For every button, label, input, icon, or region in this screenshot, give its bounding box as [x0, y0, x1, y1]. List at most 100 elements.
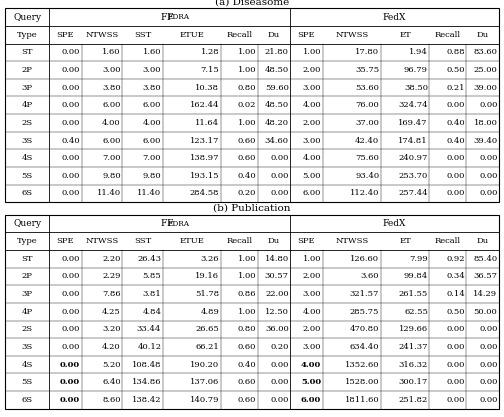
Text: 0.00: 0.00: [447, 361, 465, 369]
Text: 0.00: 0.00: [271, 378, 289, 386]
Text: 0.60: 0.60: [238, 343, 257, 351]
Text: Query: Query: [13, 13, 41, 22]
Text: 0.40: 0.40: [238, 172, 257, 180]
Text: 7.99: 7.99: [409, 255, 428, 263]
Text: ST: ST: [21, 255, 33, 263]
Text: 138.97: 138.97: [190, 154, 219, 162]
Text: 3.00: 3.00: [143, 66, 161, 74]
Text: 17.80: 17.80: [355, 48, 379, 56]
Text: 6.00: 6.00: [102, 136, 120, 145]
Text: 0.40: 0.40: [238, 361, 257, 369]
Text: 251.82: 251.82: [399, 396, 428, 404]
Text: 112.40: 112.40: [350, 189, 379, 197]
Text: 140.79: 140.79: [190, 396, 219, 404]
Text: 4.25: 4.25: [102, 308, 120, 316]
Text: 0.86: 0.86: [238, 290, 257, 298]
Text: ETUE: ETUE: [179, 31, 204, 39]
Text: (b) Publication: (b) Publication: [213, 204, 291, 213]
Text: 0.60: 0.60: [238, 154, 257, 162]
Text: F: F: [166, 219, 173, 228]
Text: 2P: 2P: [22, 272, 32, 281]
Text: 50.00: 50.00: [474, 308, 497, 316]
Text: 7.00: 7.00: [143, 154, 161, 162]
Text: FEDRA: FEDRA: [0, 416, 1, 417]
Text: 123.17: 123.17: [190, 136, 219, 145]
Text: ST: ST: [21, 48, 33, 56]
Text: FEDRA: FEDRA: [0, 416, 1, 417]
Text: 76.00: 76.00: [355, 101, 379, 109]
Text: 0.50: 0.50: [447, 308, 465, 316]
Text: 0.00: 0.00: [61, 272, 80, 281]
Text: 26.65: 26.65: [196, 325, 219, 333]
Text: 83.60: 83.60: [474, 48, 497, 56]
Text: 1.00: 1.00: [238, 48, 257, 56]
Text: SPE: SPE: [56, 31, 74, 39]
Text: 51.78: 51.78: [195, 290, 219, 298]
Text: 1.00: 1.00: [238, 308, 257, 316]
Text: 3.60: 3.60: [361, 272, 379, 281]
Text: 0.92: 0.92: [447, 255, 465, 263]
Text: 4P: 4P: [22, 308, 33, 316]
Text: 0.00: 0.00: [447, 396, 465, 404]
Text: 261.55: 261.55: [399, 290, 428, 298]
Text: 0.00: 0.00: [447, 172, 465, 180]
Text: 4S: 4S: [21, 361, 33, 369]
Text: 3.80: 3.80: [143, 84, 161, 92]
Text: 0.00: 0.00: [479, 172, 497, 180]
Text: 0.00: 0.00: [271, 189, 289, 197]
Text: 9.80: 9.80: [102, 172, 120, 180]
Text: 193.15: 193.15: [190, 172, 219, 180]
Text: 11.64: 11.64: [195, 119, 219, 127]
Text: 3.26: 3.26: [201, 255, 219, 263]
Text: SST: SST: [134, 237, 151, 245]
Text: Type: Type: [17, 31, 37, 39]
Text: 66.21: 66.21: [196, 343, 219, 351]
Text: 4P: 4P: [22, 101, 33, 109]
Text: 0.60: 0.60: [238, 396, 257, 404]
Text: 12.50: 12.50: [265, 308, 289, 316]
Text: 3P: 3P: [22, 290, 33, 298]
Text: 0.00: 0.00: [447, 101, 465, 109]
Text: Query: Query: [13, 219, 41, 228]
Text: 4.89: 4.89: [200, 308, 219, 316]
Text: 0.00: 0.00: [60, 361, 80, 369]
Text: 14.80: 14.80: [265, 255, 289, 263]
Text: 40.12: 40.12: [137, 343, 161, 351]
Text: 6.00: 6.00: [143, 101, 161, 109]
Text: 0.00: 0.00: [479, 101, 497, 109]
Text: 190.20: 190.20: [190, 361, 219, 369]
Text: 4.00: 4.00: [102, 119, 120, 127]
Text: 10.38: 10.38: [195, 84, 219, 92]
Text: 3.80: 3.80: [102, 84, 120, 92]
Text: 0.00: 0.00: [271, 361, 289, 369]
Text: 324.74: 324.74: [398, 101, 428, 109]
Text: 0.14: 0.14: [446, 290, 465, 298]
Text: 6.00: 6.00: [143, 136, 161, 145]
Text: 240.97: 240.97: [399, 154, 428, 162]
Text: 0.88: 0.88: [447, 48, 465, 56]
Text: F: F: [161, 219, 167, 228]
Text: 0.02: 0.02: [238, 101, 257, 109]
Text: 162.44: 162.44: [190, 101, 219, 109]
Text: 0.20: 0.20: [271, 343, 289, 351]
Text: 0.00: 0.00: [61, 255, 80, 263]
Text: 1.60: 1.60: [143, 48, 161, 56]
Text: FedX: FedX: [383, 13, 406, 22]
Text: NTWSS: NTWSS: [335, 31, 368, 39]
Text: 137.06: 137.06: [190, 378, 219, 386]
Text: 1352.60: 1352.60: [345, 361, 379, 369]
Text: 0.00: 0.00: [479, 154, 497, 162]
Text: 0.80: 0.80: [238, 84, 257, 92]
Text: SPE: SPE: [298, 237, 316, 245]
Text: Recall: Recall: [226, 31, 253, 39]
Text: 1.00: 1.00: [238, 255, 257, 263]
Text: 0.00: 0.00: [61, 101, 80, 109]
Text: 0.00: 0.00: [61, 84, 80, 92]
Text: 1.00: 1.00: [238, 272, 257, 281]
Text: 3.00: 3.00: [303, 343, 321, 351]
Text: 0.00: 0.00: [447, 325, 465, 333]
Text: 0.00: 0.00: [447, 378, 465, 386]
Text: 4.00: 4.00: [302, 101, 321, 109]
Text: Du: Du: [268, 237, 280, 245]
Text: SST: SST: [134, 31, 151, 39]
